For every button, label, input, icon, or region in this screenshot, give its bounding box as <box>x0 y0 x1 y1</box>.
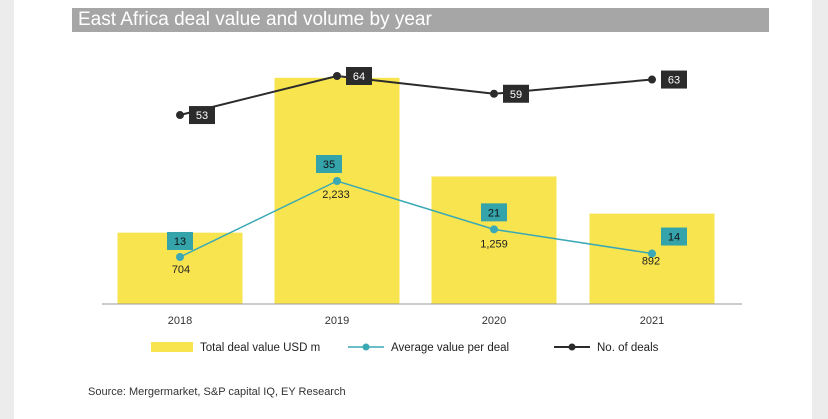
deal-value-label: 2,233 <box>322 189 350 201</box>
avg-value-label: 35 <box>323 159 335 171</box>
chart-title-bar: East Africa deal value and volume by yea… <box>72 8 769 32</box>
avg-value-label-box <box>167 231 193 250</box>
deals-count-line <box>179 74 653 116</box>
deals-count-label: 59 <box>510 89 522 101</box>
avg-value-label-box <box>481 203 507 222</box>
bars-layer <box>117 77 715 305</box>
legend-label: No. of deals <box>597 342 659 354</box>
deals-count-point <box>648 75 656 84</box>
x-tick-label: 2018 <box>168 315 192 327</box>
deals-count-label: 63 <box>668 75 680 87</box>
source-note: Source: Mergermarket, S&P capital IQ, EY… <box>88 386 346 398</box>
lines-layer <box>176 72 656 261</box>
chart-legend: Total deal value USD m Average value per … <box>151 342 659 354</box>
avg-value-label-box <box>661 227 687 246</box>
chart-title: East Africa deal value and volume by yea… <box>78 9 432 30</box>
deals-count-label-box <box>189 106 215 125</box>
avg-value-label: 14 <box>668 232 680 244</box>
deal-value-bar <box>431 176 557 304</box>
deals-count-point <box>176 111 184 120</box>
avg-value-label: 21 <box>488 207 500 219</box>
legend-label: Average value per deal <box>391 342 509 354</box>
data-labels-layer: 53 64 59 63 13 35 21 14 704 2,233 1,259 892 <box>167 67 687 276</box>
deals-count-label: 64 <box>353 71 365 83</box>
x-tick-label: 2019 <box>325 315 349 327</box>
deals-count-label-box <box>503 84 529 103</box>
deals-count-point <box>333 72 341 80</box>
x-tick-labels: 2018 2019 2020 2021 <box>168 315 664 327</box>
deal-value-bar <box>274 77 400 305</box>
x-tick-label: 2021 <box>640 315 664 327</box>
avg-value-point <box>176 252 184 261</box>
deal-value-label: 892 <box>642 256 660 268</box>
deals-count-label-box <box>346 67 372 85</box>
x-tick-label: 2020 <box>482 315 506 327</box>
legend-deals-marker <box>568 343 576 351</box>
legend-avg-marker <box>362 343 370 351</box>
deals-count-point <box>490 89 498 98</box>
deals-count-label: 53 <box>196 110 208 122</box>
deals-count-label-box <box>661 70 687 89</box>
avg-value-point <box>333 177 341 185</box>
avg-value-label: 13 <box>174 236 186 248</box>
deal-value-bar <box>589 213 715 304</box>
avg-value-point <box>648 249 656 258</box>
legend-label: Total deal value USD m <box>200 342 320 354</box>
deal-value-label: 1,259 <box>480 238 508 250</box>
avg-value-line <box>179 180 653 258</box>
deal-value-label: 704 <box>172 264 190 276</box>
legend-bar-swatch <box>151 342 193 352</box>
report-page: East Africa deal value and volume by yea… <box>14 0 812 419</box>
avg-value-label-box <box>316 155 342 173</box>
avg-value-point <box>490 225 498 234</box>
